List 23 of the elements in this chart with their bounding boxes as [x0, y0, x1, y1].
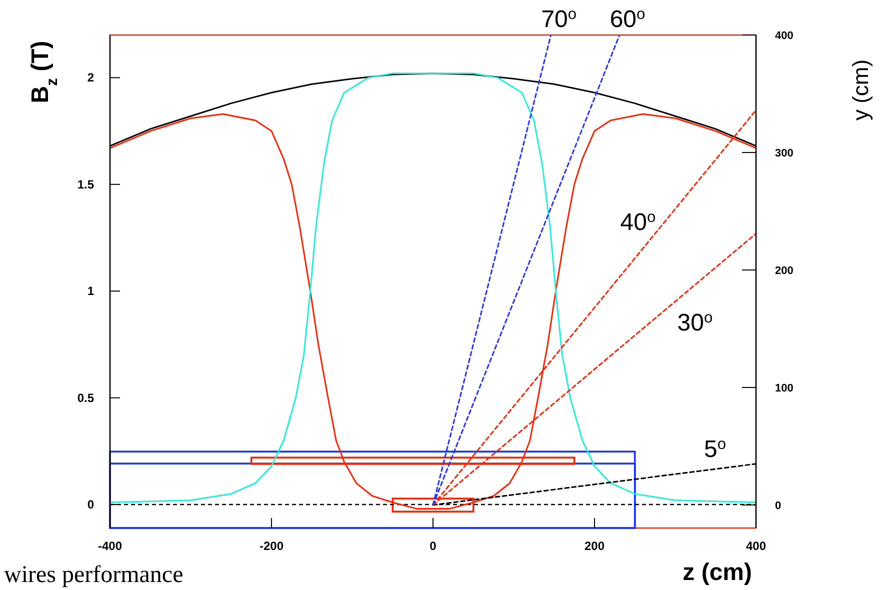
y2-tick-label: 300 [775, 147, 794, 160]
y2-axis-title: y (cm) [848, 59, 873, 121]
series-label: 30$^{o}$ [677, 309, 714, 337]
y-tick-label: 1 [87, 284, 94, 298]
x-tick-label: -200 [259, 539, 284, 553]
series-label: 70$^{o}$ [541, 6, 577, 33]
x-axis-title: z (cm) [682, 559, 752, 586]
x-tick-label: 400 [746, 539, 766, 553]
y-tick-label: 1.5 [77, 177, 94, 192]
series-label: 60$^{o}$ [610, 6, 646, 33]
y-tick-label: 2 [87, 70, 94, 85]
x-tick-label: 0 [430, 539, 437, 553]
y2-tick-label: 200 [775, 264, 794, 277]
series-label: 40$^{o}$ [620, 208, 656, 236]
y2-tick-label: 400 [775, 30, 794, 42]
y2-tick-label: 0 [775, 500, 782, 512]
x-tick-label: -400 [98, 539, 122, 553]
y2-tick-label: 100 [775, 382, 794, 394]
x-tick-label: 200 [584, 539, 605, 553]
text: wires performance [4, 562, 184, 588]
series-label: 5$^{o}$ [704, 435, 726, 463]
y-tick-label: 0.5 [77, 390, 94, 405]
y-tick-label: 0 [87, 498, 94, 512]
